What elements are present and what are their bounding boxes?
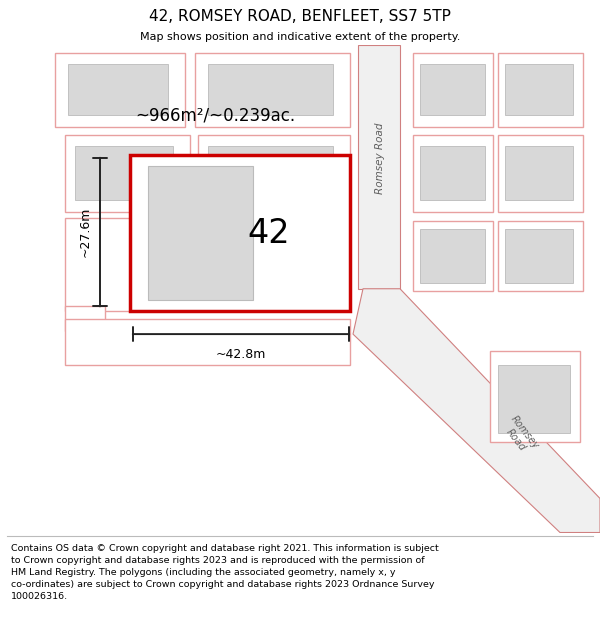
Polygon shape <box>358 45 400 289</box>
Text: Contains OS data © Crown copyright and database right 2021. This information is : Contains OS data © Crown copyright and d… <box>11 544 439 601</box>
Bar <box>208 64 333 115</box>
Bar <box>420 64 485 115</box>
Bar <box>420 146 485 201</box>
Bar <box>65 134 190 212</box>
Bar <box>498 221 583 291</box>
Bar <box>65 306 105 331</box>
Bar <box>198 134 350 212</box>
Bar <box>413 134 493 212</box>
Bar <box>498 53 583 127</box>
Text: Map shows position and indicative extent of the property.: Map shows position and indicative extent… <box>140 31 460 41</box>
Bar <box>498 134 583 212</box>
Bar <box>420 229 485 283</box>
Text: ~27.6m: ~27.6m <box>79 207 92 258</box>
Bar <box>505 229 573 283</box>
Bar <box>498 365 570 432</box>
Bar <box>413 221 493 291</box>
Bar <box>195 53 350 127</box>
Bar <box>490 351 580 442</box>
Bar <box>65 319 350 365</box>
Text: ~966m²/~0.239ac.: ~966m²/~0.239ac. <box>135 106 295 124</box>
Bar <box>505 64 573 115</box>
Bar <box>65 219 350 311</box>
Text: ~42.8m: ~42.8m <box>216 348 266 361</box>
Bar <box>68 64 168 115</box>
Text: 42: 42 <box>247 217 290 250</box>
Text: Romsey
Road: Romsey Road <box>499 414 541 458</box>
Bar <box>75 146 173 201</box>
Bar <box>208 146 333 201</box>
Bar <box>505 146 573 201</box>
Polygon shape <box>353 289 600 532</box>
Bar <box>55 53 185 127</box>
Bar <box>413 53 493 127</box>
Bar <box>148 166 253 300</box>
Bar <box>130 155 350 311</box>
Text: 42, ROMSEY ROAD, BENFLEET, SS7 5TP: 42, ROMSEY ROAD, BENFLEET, SS7 5TP <box>149 9 451 24</box>
Text: Romsey Road: Romsey Road <box>375 122 385 194</box>
